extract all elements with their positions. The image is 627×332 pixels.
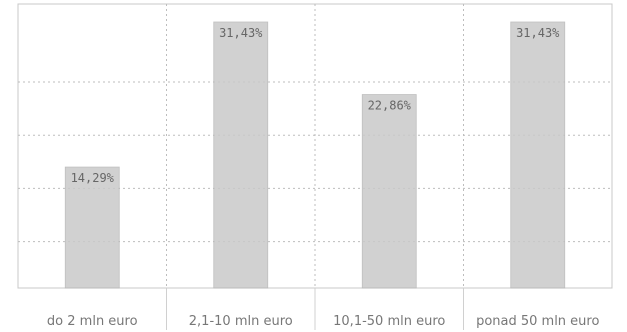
data-label-3: 22,86% — [368, 99, 412, 113]
data-label-2: 31,43% — [219, 26, 263, 40]
category-label-2: 2,1-10 mln euro — [189, 314, 293, 329]
bar-2 — [213, 21, 269, 289]
category-label-3: 10,1-50 mln euro — [333, 314, 445, 329]
bars — [64, 21, 566, 289]
data-label-1: 14,29% — [71, 171, 115, 185]
data-label-4: 31,43% — [516, 26, 560, 40]
category-labels: do 2 mln euro 2,1-10 mln euro 10,1-50 mln … — [47, 314, 600, 329]
bar-4 — [510, 21, 566, 289]
category-label-1: do 2 mln euro — [47, 314, 138, 329]
category-label-4: ponad 50 mln euro — [476, 314, 599, 329]
data-labels: 14,29% 31,43% 22,86% 31,43% — [71, 26, 561, 185]
bar-1 — [64, 166, 120, 289]
bar-3 — [361, 94, 417, 289]
